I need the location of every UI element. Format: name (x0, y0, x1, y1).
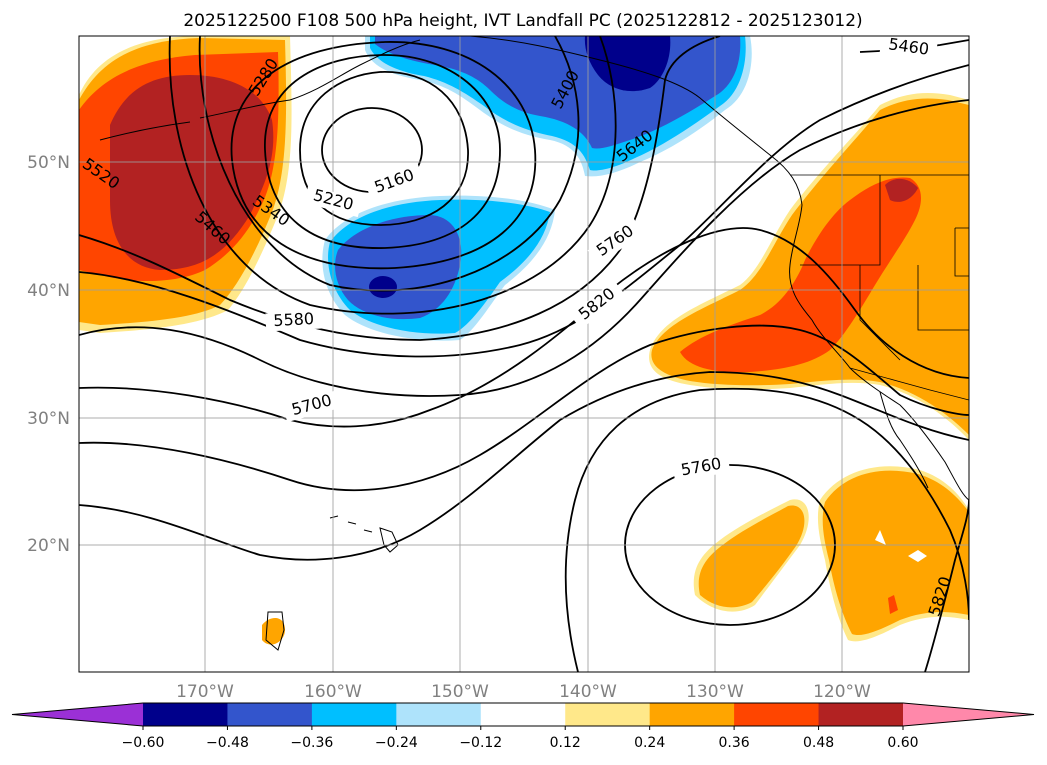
coastlines (99, 36, 969, 651)
lon-tick-labels: 170°W 160°W 150°W 140°W 130°W 120°W (176, 682, 871, 702)
colorbar-tick-label: −0.36 (290, 735, 333, 751)
map-plot-area: 5460 5280 5400 5520 5160 5340 5220 5640 … (79, 34, 969, 672)
figure-title: 2025122500 F108 500 hPa height, IVT Land… (183, 11, 862, 31)
lon-label: 170°W (176, 682, 234, 702)
colorbar-extend-low (12, 703, 143, 726)
positive-anomaly-south (262, 466, 969, 645)
colorbar-segment (818, 703, 904, 726)
colorbar-tick-label: −0.12 (459, 735, 502, 751)
positive-anomaly-east (649, 93, 969, 440)
colorbar-tick-label: −0.24 (375, 735, 418, 751)
colorbar-segment (565, 703, 651, 726)
borders (790, 174, 969, 401)
lat-label: 20°N (27, 536, 70, 556)
colorbar-segment (734, 703, 820, 726)
colorbar: −0.60 −0.48 −0.36 −0.24 −0.12 0.12 0.24 0.36 0.4… (11, 702, 1035, 751)
map-frame (78, 35, 970, 673)
lon-label: 140°W (559, 682, 617, 702)
contour-label: 5460 (887, 34, 930, 58)
colorbar-segment (227, 703, 313, 726)
colorbar-tick-label: −0.60 (122, 735, 165, 751)
colorbar-tick-label: 0.48 (803, 735, 834, 751)
lon-label: 150°W (431, 682, 489, 702)
gridlines (79, 36, 969, 672)
colorbar-tick-label: 0.60 (887, 735, 918, 751)
lon-label: 130°W (686, 682, 744, 702)
lat-label: 30°N (27, 409, 70, 429)
colorbar-extend-high (903, 703, 1034, 726)
lat-tick-labels: 50°N 40°N 30°N 20°N (27, 153, 70, 556)
negative-anomaly-north (365, 36, 752, 177)
lat-label: 50°N (27, 153, 70, 173)
colorbar-segment (649, 703, 735, 726)
colorbar-tick-label: 0.36 (719, 735, 750, 751)
colorbar-segment (311, 703, 397, 726)
lon-label: 160°W (304, 682, 362, 702)
colorbar-segment (143, 703, 228, 726)
contour-label: 5580 (273, 309, 315, 330)
colorbar-segment (480, 703, 566, 726)
lon-label: 120°W (813, 682, 871, 702)
colorbar-segment (396, 703, 482, 726)
colorbar-tick-label: −0.48 (206, 735, 249, 751)
colorbar-tick-label: 0.24 (634, 735, 665, 751)
lat-label: 40°N (27, 281, 70, 301)
colorbar-tick-label: 0.12 (550, 735, 581, 751)
